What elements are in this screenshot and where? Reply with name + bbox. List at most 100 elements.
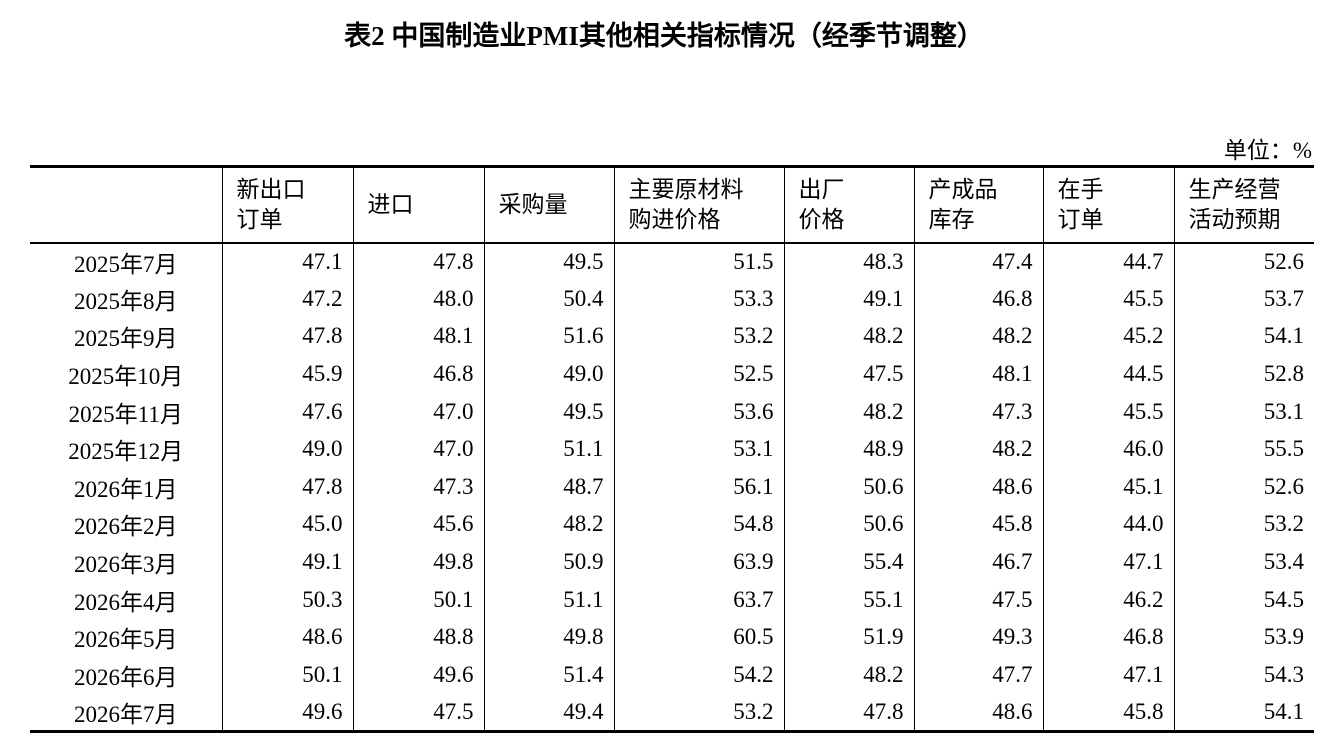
cell: 54.1 xyxy=(1173,317,1314,356)
cell: 47.8 xyxy=(783,693,914,733)
header-cell: 产成品 库存 xyxy=(913,165,1043,244)
row-label: 2025年12月 xyxy=(68,439,184,465)
header-line: 活动预期 xyxy=(1188,206,1281,232)
header-line: 进口 xyxy=(367,191,414,217)
row-label: 2026年5月 xyxy=(74,627,178,653)
cell: 53.7 xyxy=(1173,280,1314,318)
cell: 54.2 xyxy=(613,656,784,694)
cell: 49.1 xyxy=(221,543,353,581)
cell: 53.6 xyxy=(613,392,784,431)
table-row: 2026年7月 49.6 47.5 49.4 53.2 47.8 48.6 45.8 54.1 xyxy=(30,693,1314,733)
cell: 48.9 xyxy=(783,430,914,469)
table-body: 2025年7月 47.1 47.8 49.5 51.5 48.3 47.4 44.7 52.6 2… xyxy=(30,242,1314,733)
cell: 54.3 xyxy=(1173,656,1314,694)
cell: 54.5 xyxy=(1173,580,1314,619)
cell: 55.4 xyxy=(783,543,914,581)
table-row: 2026年5月 48.6 48.8 49.8 60.5 51.9 49.3 46.8 53.9 xyxy=(30,618,1314,657)
cell: 44.0 xyxy=(1042,505,1174,544)
cell: 47.2 xyxy=(221,280,353,318)
cell: 47.5 xyxy=(783,355,914,393)
cell: 47.1 xyxy=(1042,543,1174,581)
cell: 50.1 xyxy=(352,580,484,619)
header-row: 新出口 订单 进口 采购量 主要原材料 购进价格 出厂 价格 产成品 库存 在手 订单 生产经营 活动预期 xyxy=(30,165,1314,244)
cell: 49.0 xyxy=(483,355,614,393)
title: 表2 中国制造业PMI其他相关指标情况（经季节调整） xyxy=(344,21,984,51)
cell: 52.8 xyxy=(1173,355,1314,393)
cell: 47.6 xyxy=(221,392,353,431)
cell: 47.7 xyxy=(913,656,1043,694)
cell: 48.2 xyxy=(913,317,1043,356)
cell: 49.8 xyxy=(483,618,614,657)
table-row: 2025年8月 47.2 48.0 50.4 53.3 49.1 46.8 45.5 53.7 xyxy=(30,280,1314,318)
header-line: 主要原材料 xyxy=(628,176,744,202)
cell: 53.2 xyxy=(613,317,784,356)
cell: 46.7 xyxy=(913,543,1043,581)
cell: 50.3 xyxy=(221,580,353,619)
table-row: 2026年4月 50.3 50.1 51.1 63.7 55.1 47.5 46.2 54.5 xyxy=(30,580,1314,619)
header-cell: 出厂 价格 xyxy=(783,165,914,244)
header-line: 订单 xyxy=(236,206,283,232)
cell: 53.2 xyxy=(1173,505,1314,544)
cell: 48.7 xyxy=(483,468,614,506)
cell: 46.8 xyxy=(1042,618,1174,657)
cell: 52.6 xyxy=(1173,468,1314,506)
row-label: 2025年8月 xyxy=(74,288,178,314)
cell: 49.8 xyxy=(352,543,484,581)
header-cell xyxy=(30,165,222,244)
cell: 48.2 xyxy=(783,392,914,431)
row-label: 2025年11月 xyxy=(68,401,183,427)
cell: 48.6 xyxy=(913,468,1043,506)
cell: 46.8 xyxy=(352,355,484,393)
table-row: 2026年6月 50.1 49.6 51.4 54.2 48.2 47.7 47.1 54.3 xyxy=(30,656,1314,694)
cell: 46.2 xyxy=(1042,580,1174,619)
cell: 45.5 xyxy=(1042,280,1174,318)
cell: 50.4 xyxy=(483,280,614,318)
unit-label: 单位：% xyxy=(1223,138,1312,163)
cell: 48.1 xyxy=(352,317,484,356)
header-line: 订单 xyxy=(1057,206,1104,232)
cell: 50.9 xyxy=(483,543,614,581)
cell: 47.3 xyxy=(913,392,1043,431)
header-cell: 采购量 xyxy=(483,165,614,244)
header-line: 价格 xyxy=(798,206,845,232)
cell: 47.0 xyxy=(352,430,484,469)
cell: 51.1 xyxy=(483,430,614,469)
cell: 47.8 xyxy=(221,468,353,506)
row-label: 2026年4月 xyxy=(74,589,178,615)
cell: 47.1 xyxy=(1042,656,1174,694)
header-line: 产成品 xyxy=(928,176,998,202)
cell: 49.1 xyxy=(783,280,914,318)
header-line: 生产经营 xyxy=(1188,176,1281,202)
cell: 53.2 xyxy=(613,693,784,733)
cell: 44.5 xyxy=(1042,355,1174,393)
cell: 55.1 xyxy=(783,580,914,619)
cell: 45.1 xyxy=(1042,468,1174,506)
cell: 47.5 xyxy=(352,693,484,733)
cell: 48.3 xyxy=(783,242,914,281)
cell: 48.2 xyxy=(783,317,914,356)
cell: 53.1 xyxy=(1173,392,1314,431)
header-line: 出厂 xyxy=(798,176,845,202)
table: 新出口 订单 进口 采购量 主要原材料 购进价格 出厂 价格 产成品 库存 在手 订单 生产经营 活动预期… xyxy=(30,165,1314,733)
cell: 45.5 xyxy=(1042,392,1174,431)
cell: 48.6 xyxy=(221,618,353,657)
row-label: 2026年3月 xyxy=(74,552,178,578)
header-line: 购进价格 xyxy=(628,206,721,232)
table-row: 2025年7月 47.1 47.8 49.5 51.5 48.3 47.4 44.7 52.6 xyxy=(30,242,1314,281)
header-line: 新出口 xyxy=(236,176,306,202)
cell: 49.5 xyxy=(483,392,614,431)
cell: 49.0 xyxy=(221,430,353,469)
table-row: 2026年1月 47.8 47.3 48.7 56.1 50.6 48.6 45.1 52.6 xyxy=(30,468,1314,506)
cell: 48.2 xyxy=(483,505,614,544)
cell: 45.2 xyxy=(1042,317,1174,356)
cell: 54.1 xyxy=(1173,693,1314,733)
cell: 53.3 xyxy=(613,280,784,318)
cell: 49.3 xyxy=(913,618,1043,657)
cell: 47.3 xyxy=(352,468,484,506)
header-line: 库存 xyxy=(928,206,975,232)
cell: 45.6 xyxy=(352,505,484,544)
cell: 63.7 xyxy=(613,580,784,619)
cell: 49.4 xyxy=(483,693,614,733)
cell: 48.0 xyxy=(352,280,484,318)
